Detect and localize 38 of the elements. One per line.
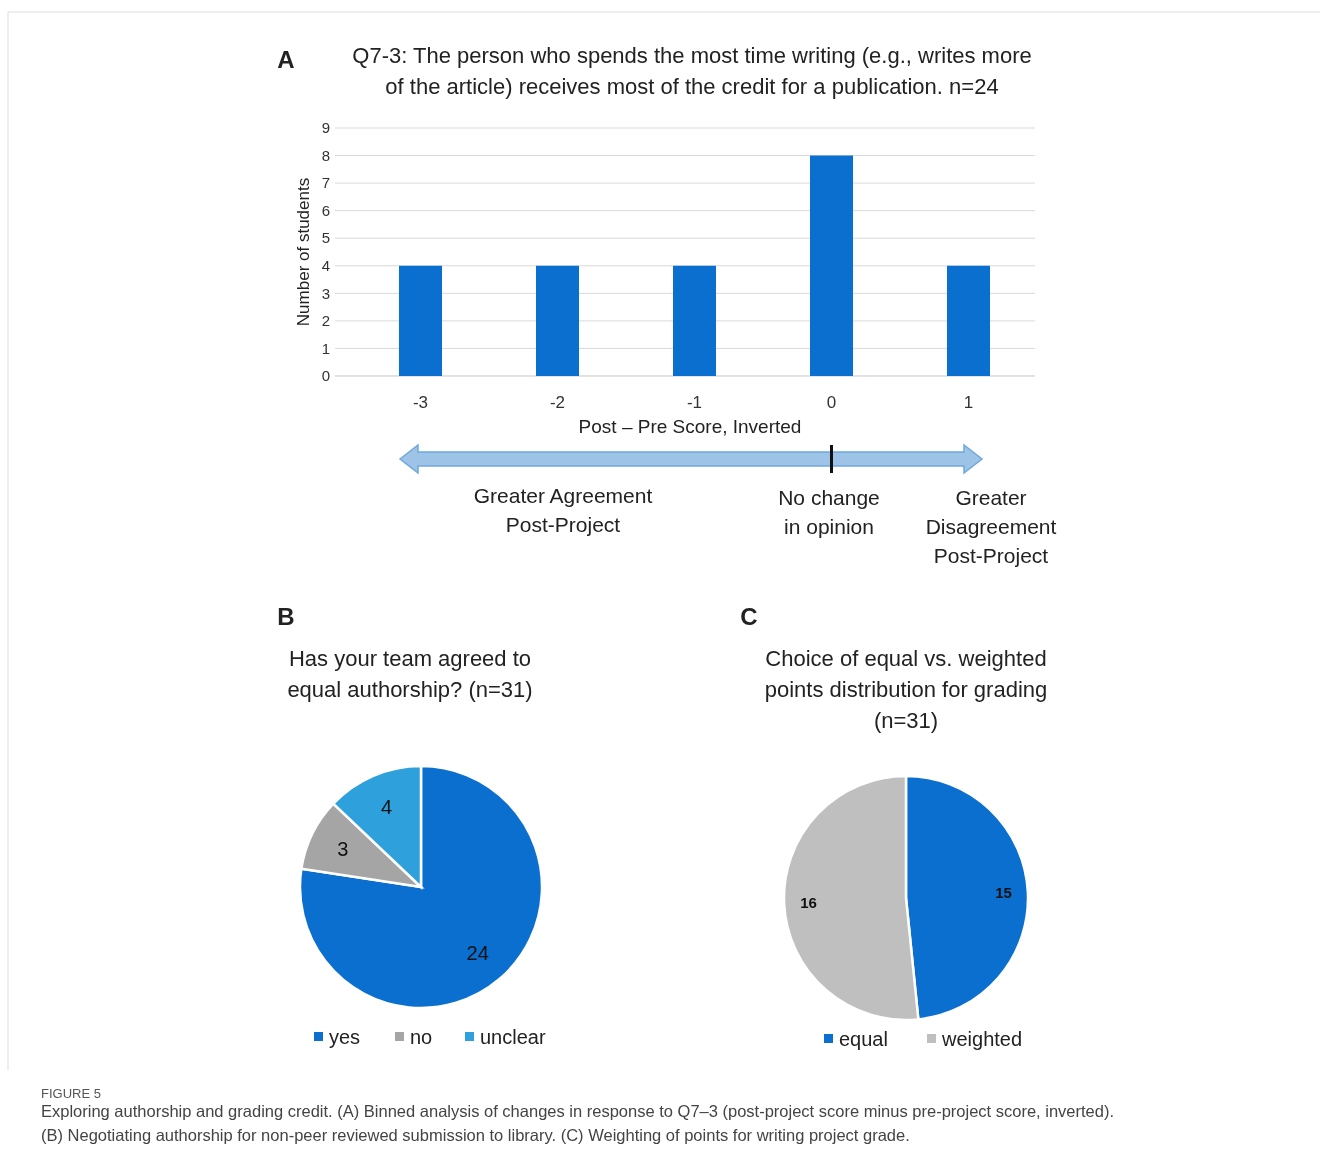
- text: No change in opinion: [778, 486, 880, 538]
- x-tick-label: -3: [412, 393, 429, 412]
- x-tick-label: -2: [549, 393, 566, 412]
- x-tick-label: 1: [963, 393, 974, 412]
- caption: FIGURE 5: [41, 1086, 101, 1101]
- y-tick-label: 9: [321, 119, 331, 137]
- text: C: [740, 603, 758, 630]
- data-label: 4: [381, 795, 393, 818]
- x-tick-label: -1: [686, 393, 703, 412]
- y-tick-label: 6: [321, 201, 331, 219]
- chart-title: Choice of equal vs. weighted points distribution for grading (n=31): [764, 646, 1048, 733]
- legend-label: unclear: [480, 1026, 546, 1048]
- legend-label: weighted: [941, 1028, 1023, 1050]
- y-tick-label: 5: [321, 229, 331, 247]
- data-label: 3: [337, 837, 349, 860]
- y-tick-label: 0: [321, 367, 331, 385]
- legend-label: equal: [839, 1028, 888, 1050]
- data-label: 15: [995, 884, 1012, 902]
- data-label: 24: [466, 942, 489, 965]
- text: Exploring authorship and grading credit. (A) Binned analysis of changes in response to Q7–3 (post-project score minus pre-project score, inverted). (B) Negotiating authorship for non-peer reviewed submission to library. (C) Weighting of points for writing project grade.: [41, 1102, 1115, 1144]
- x-axis-title: Post – Pre Score, Inverted: [578, 416, 802, 437]
- y-tick-label: 8: [321, 146, 331, 164]
- text: Greater Agreement Post-Project: [473, 484, 653, 536]
- text: A: [277, 46, 295, 73]
- legend-label: yes: [329, 1026, 361, 1048]
- y-axis-title: Number of students: [294, 177, 313, 327]
- text: B: [277, 603, 295, 630]
- y-tick-label: 2: [321, 312, 331, 330]
- chart-title: Q7-3: The person who spends the most time writing (e.g., writes more of the article) receives most of the credit for a publication. n=24: [352, 43, 1032, 99]
- y-tick-label: 3: [321, 284, 331, 302]
- y-tick-label: 4: [321, 257, 331, 275]
- legend-label: no: [410, 1026, 433, 1048]
- text: Greater Disagreement Post-Project: [925, 486, 1057, 567]
- data-label: 16: [800, 894, 817, 912]
- x-tick-label: 0: [826, 393, 837, 412]
- chart-title: Has your team agreed to equal authorship? (n=31): [287, 646, 533, 702]
- y-tick-label: 7: [321, 174, 331, 192]
- y-tick-label: 1: [321, 339, 331, 357]
